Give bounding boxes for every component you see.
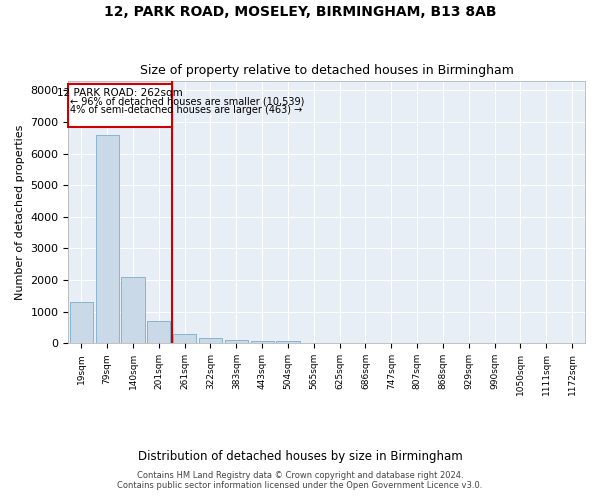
Title: Size of property relative to detached houses in Birmingham: Size of property relative to detached ho… xyxy=(140,64,514,77)
FancyBboxPatch shape xyxy=(68,84,172,127)
Text: 4% of semi-detached houses are larger (463) →: 4% of semi-detached houses are larger (4… xyxy=(70,104,303,115)
Text: Contains HM Land Registry data © Crown copyright and database right 2024.
Contai: Contains HM Land Registry data © Crown c… xyxy=(118,470,482,490)
Bar xyxy=(224,340,248,343)
Bar xyxy=(251,342,274,343)
Bar xyxy=(70,302,93,343)
Text: Distribution of detached houses by size in Birmingham: Distribution of detached houses by size … xyxy=(137,450,463,463)
Bar xyxy=(277,342,299,343)
Y-axis label: Number of detached properties: Number of detached properties xyxy=(15,124,25,300)
Bar xyxy=(173,334,196,343)
Text: 12, PARK ROAD, MOSELEY, BIRMINGHAM, B13 8AB: 12, PARK ROAD, MOSELEY, BIRMINGHAM, B13 … xyxy=(104,5,496,19)
Text: 12 PARK ROAD: 262sqm: 12 PARK ROAD: 262sqm xyxy=(57,88,183,98)
Bar xyxy=(199,338,222,343)
Bar xyxy=(95,134,119,343)
Bar xyxy=(147,321,170,343)
Text: ← 96% of detached houses are smaller (10,539): ← 96% of detached houses are smaller (10… xyxy=(70,96,305,106)
Bar xyxy=(121,277,145,343)
